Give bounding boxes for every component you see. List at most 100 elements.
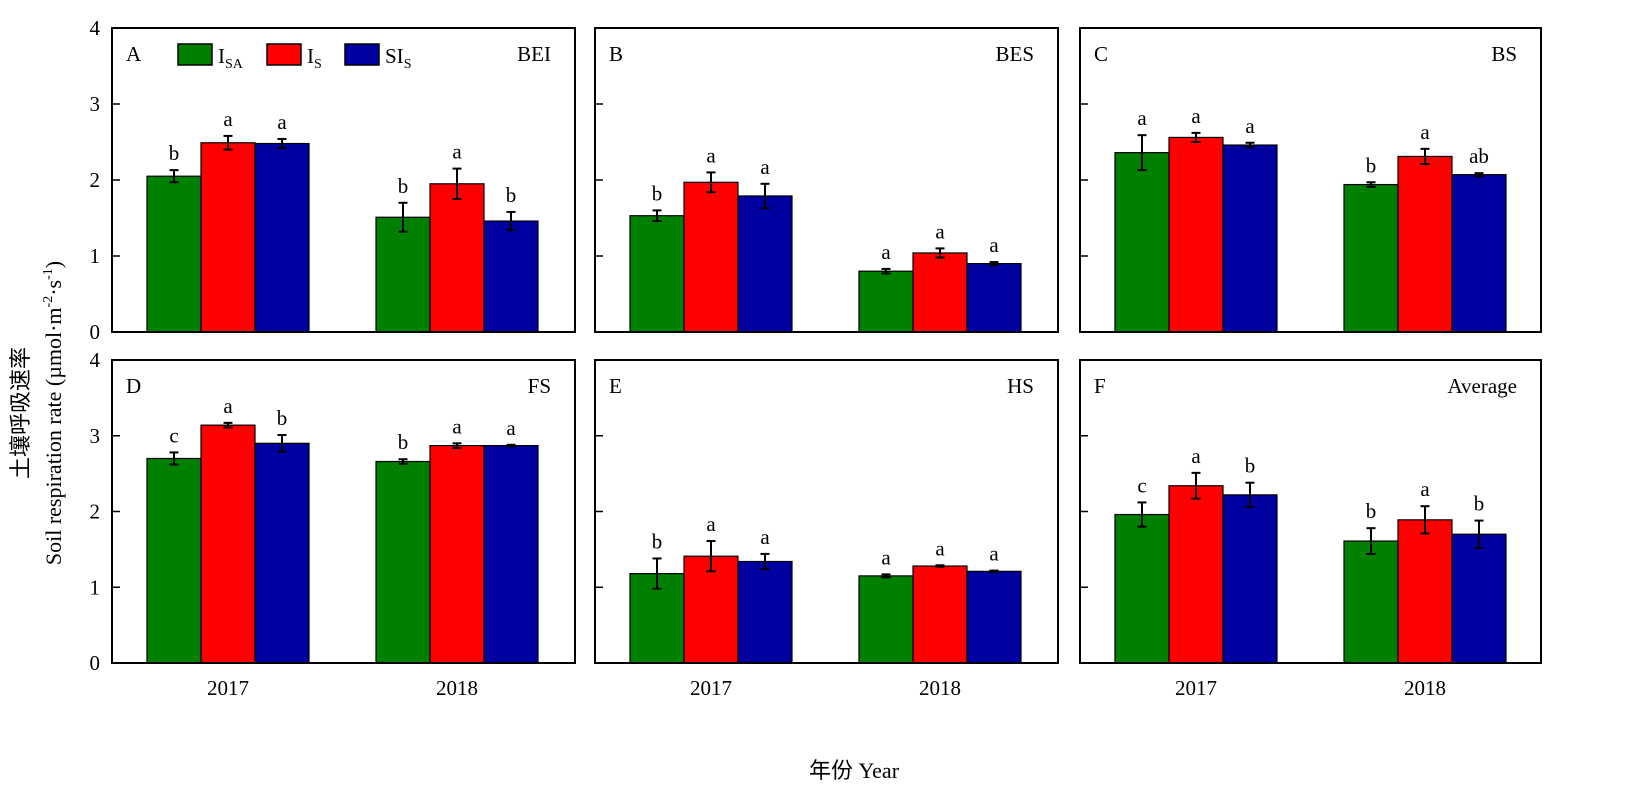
panel-E: b a a 2017 a a a 2018 E HS [594, 359, 1059, 700]
y-tick-label-A-3: 3 [90, 92, 101, 116]
bar-C-2018-SIS [1451, 174, 1507, 333]
sig-label-C-2017-ISA: a [1137, 106, 1147, 130]
legend-label-1: IS [307, 44, 322, 72]
y-tick-label-A-0: 0 [90, 320, 101, 344]
sig-label-B-2018-SIS: a [989, 233, 999, 257]
panel-letter-D: D [126, 374, 141, 398]
error-bar-B-2018-SIS [989, 261, 999, 267]
error-bar-B-2017-IS [706, 171, 716, 194]
panel-site-E: HS [1007, 374, 1034, 398]
bar-E-2017-SIS [737, 560, 793, 664]
bar-A-2017-SIS [254, 142, 310, 333]
error-bar-F-2017-IS [1191, 471, 1201, 500]
bar-B-2017-IS [683, 181, 739, 333]
legend-item-0: ISA [177, 43, 244, 72]
y-tick-label-A-1: 1 [90, 244, 101, 268]
sig-label-B-2018-IS: a [935, 219, 945, 243]
sig-label-D-2018-SIS: a [506, 416, 516, 440]
x-tick-label-F-2018: 2018 [1404, 676, 1446, 700]
error-bar-D-2018-ISA [398, 458, 408, 465]
bar-E-2018-ISA [858, 575, 914, 664]
sig-label-F-2017-IS: a [1191, 444, 1201, 468]
legend-item-1: IS [266, 43, 322, 72]
error-bar-B-2018-ISA [881, 267, 891, 275]
error-bar-A-2017-ISA [169, 169, 179, 184]
y-axis-title: 土壤呼吸速率 Soil respiration rate (µmol·m-2·s-… [8, 261, 66, 565]
x-tick-label-E-2017: 2017 [690, 676, 732, 700]
panel-letter-A: A [126, 42, 142, 66]
error-bar-D-2017-SIS [277, 433, 287, 453]
error-bar-C-2017-ISA [1137, 134, 1147, 172]
error-bar-F-2017-SIS [1245, 481, 1255, 508]
error-bar-F-2018-IS [1420, 505, 1430, 535]
bar-F-2017-ISA [1114, 513, 1170, 664]
legend-label-2: SIS [385, 44, 411, 72]
panel-letter-C: C [1094, 42, 1108, 66]
sig-label-F-2017-ISA: c [1137, 473, 1146, 497]
bar-C-2018-ISA [1343, 183, 1399, 333]
error-bar-E-2018-IS [935, 564, 945, 568]
bar-F-2018-ISA [1343, 540, 1399, 664]
sig-label-B-2018-ISA: a [881, 240, 891, 264]
bar-B-2017-SIS [737, 195, 793, 333]
sig-label-D-2018-IS: a [452, 414, 462, 438]
y-tick-label-A-2: 2 [90, 168, 101, 192]
sig-label-F-2018-IS: a [1420, 477, 1430, 501]
legend-swatch-0 [177, 43, 213, 66]
bar-D-2017-SIS [254, 442, 310, 664]
sig-label-C-2017-IS: a [1191, 104, 1201, 128]
sig-label-C-2017-SIS: a [1245, 114, 1255, 138]
y-axis-title-cn: 土壤呼吸速率 [8, 347, 33, 479]
bar-C-2017-IS [1168, 136, 1224, 333]
error-bar-C-2017-SIS [1245, 141, 1255, 149]
sig-label-A-2017-IS: a [223, 107, 233, 131]
error-bar-E-2017-IS [706, 540, 716, 573]
sig-label-C-2018-SIS: ab [1469, 144, 1489, 168]
sig-label-F-2017-SIS: b [1245, 454, 1256, 478]
sig-label-D-2017-SIS: b [277, 406, 288, 430]
legend-swatch-2 [344, 43, 380, 66]
sig-label-B-2017-ISA: b [652, 181, 663, 205]
error-bar-B-2018-IS [935, 247, 945, 259]
sig-label-E-2018-IS: a [935, 536, 945, 560]
sig-label-D-2018-ISA: b [398, 430, 409, 454]
x-tick-label-D-2017: 2017 [207, 676, 249, 700]
bar-C-2018-IS [1397, 155, 1453, 333]
panel-site-B: BES [995, 42, 1034, 66]
error-bar-E-2017-ISA [652, 557, 662, 590]
sig-label-A-2018-IS: a [452, 140, 462, 164]
bar-A-2018-IS [429, 183, 485, 333]
error-bar-D-2018-SIS [506, 443, 516, 448]
bar-A-2017-IS [200, 142, 256, 333]
error-bar-C-2017-IS [1191, 131, 1201, 143]
sig-label-F-2018-ISA: b [1366, 499, 1377, 523]
error-bar-B-2017-ISA [652, 209, 662, 223]
sig-label-F-2018-SIS: b [1474, 492, 1485, 516]
error-bar-E-2018-ISA [881, 573, 891, 579]
y-tick-label-D-2: 2 [90, 500, 101, 524]
x-tick-label-D-2018: 2018 [436, 676, 478, 700]
panel-letter-F: F [1094, 374, 1106, 398]
legend-item-2: SIS [344, 43, 411, 72]
sig-label-E-2017-ISA: b [652, 529, 663, 553]
bar-B-2018-ISA [858, 270, 914, 333]
bar-A-2017-ISA [146, 175, 202, 333]
y-tick-label-D-1: 1 [90, 575, 101, 599]
bar-D-2017-ISA [146, 457, 202, 664]
panel-site-A: BEI [517, 42, 551, 66]
bar-E-2018-SIS [966, 570, 1022, 664]
error-bar-F-2018-SIS [1474, 519, 1484, 549]
panel-letter-E: E [609, 374, 622, 398]
sig-label-E-2018-SIS: a [989, 542, 999, 566]
error-bar-D-2018-IS [452, 442, 462, 449]
panel-A: b a a b a b 0 1 2 3 4 A BEI [90, 16, 576, 344]
y-tick-label-D-3: 3 [90, 424, 101, 448]
bar-B-2018-IS [912, 252, 968, 333]
bar-F-2017-SIS [1222, 494, 1278, 664]
bar-D-2018-SIS [483, 444, 539, 664]
error-bar-C-2018-IS [1420, 147, 1430, 166]
panel-B: b a a a a a B BES [594, 27, 1059, 333]
error-bar-A-2018-SIS [506, 210, 516, 232]
legend-swatch-1 [266, 43, 302, 66]
